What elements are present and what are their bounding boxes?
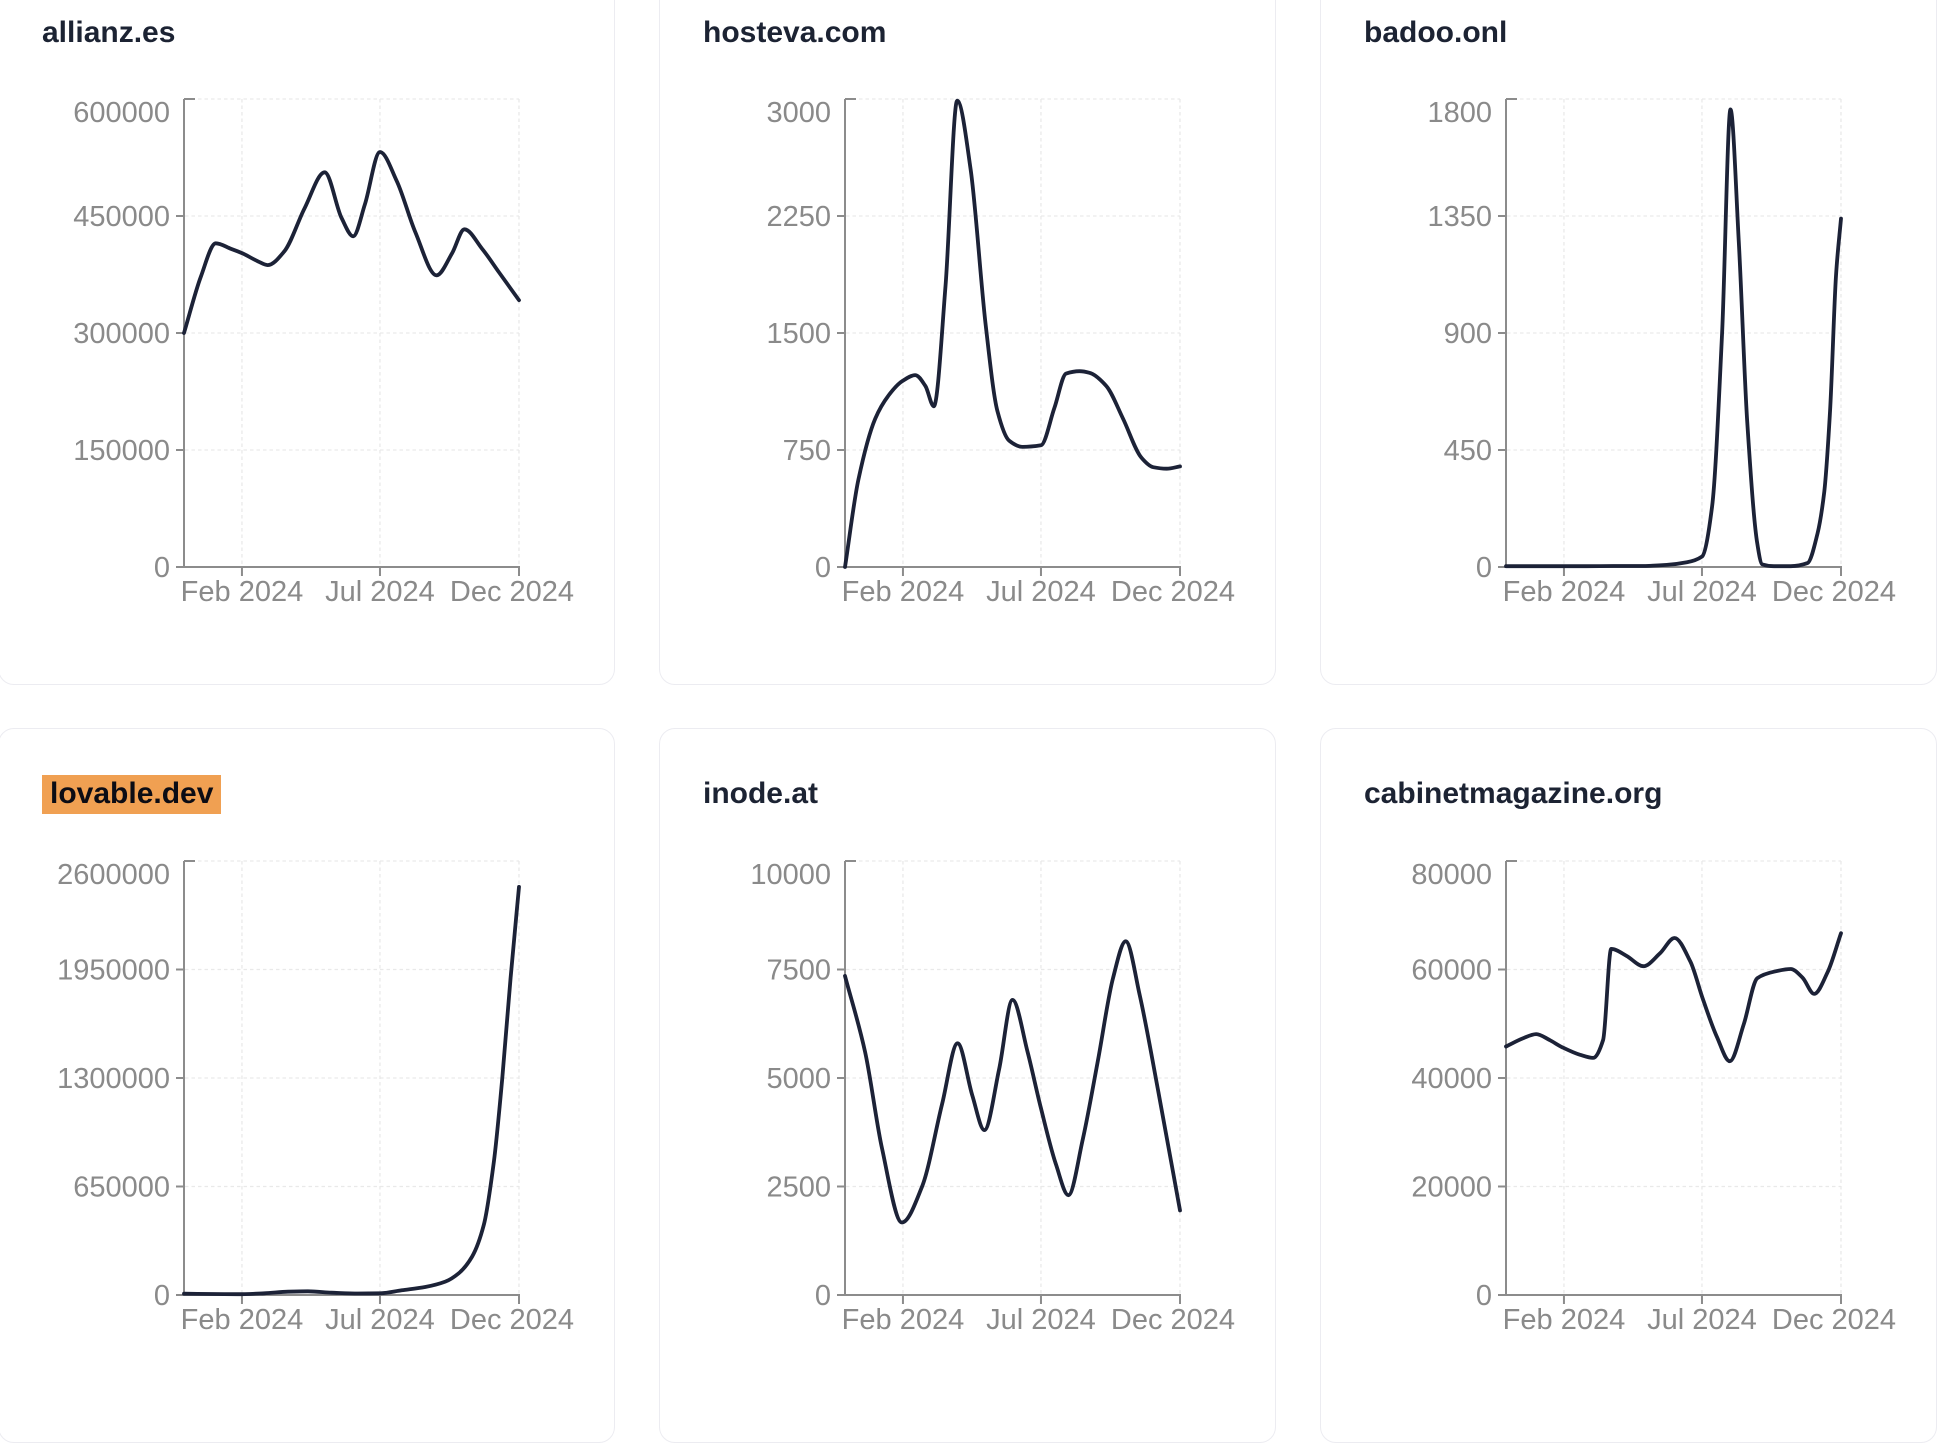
series-line [182,885,521,1297]
x-tick-label: Jul 2024 [325,576,435,608]
domain-title-text: hosteva.com [703,16,887,49]
domain-title: inode.at [703,776,818,812]
domain-title: allianz.es [42,15,175,51]
domain-title-text: cabinetmagazine.org [1364,777,1663,810]
y-tick-label: 2500 [766,1172,831,1204]
y-tick-label: 1800 [1427,97,1492,129]
y-tick-label: 1950000 [57,955,170,987]
x-tick-label: Dec 2024 [450,1304,574,1336]
x-tick-label: Dec 2024 [450,576,574,608]
x-tick-label: Jul 2024 [325,1304,435,1336]
x-tick-label: Dec 2024 [1772,1304,1896,1336]
x-tick-label: Dec 2024 [1111,576,1235,608]
x-tick-label: Feb 2024 [842,1304,965,1336]
domain-card[interactable]: lovable.dev 0 650000 1300000 1950000 2600000 F… [0,728,615,1443]
x-tick-label: Jul 2024 [1647,1304,1757,1336]
line-chart: 0 2500 5000 7500 10000 Feb 2024 Jul 2024 Dec 20… [750,859,1235,1336]
x-tick-label: Jul 2024 [986,576,1096,608]
line-chart: 0 650000 1300000 1950000 2600000 Feb 2024 Jul … [57,859,574,1336]
domain-card[interactable]: allianz.es 0 150000 300000 450000 600000 Feb 2… [0,0,615,685]
line-chart: 0 450 900 1350 1800 Feb 2024 Jul 2024 Dec 2024 [1427,97,1896,608]
y-tick-label: 900 [1444,318,1492,350]
y-tick-label: 2250 [766,201,831,233]
domain-card[interactable]: inode.at 0 2500 5000 7500 10000 Feb 2024 Jul 20… [659,728,1276,1443]
y-tick-label: 0 [815,552,831,584]
x-tick-label: Jul 2024 [1647,576,1757,608]
y-tick-label: 40000 [1411,1063,1492,1095]
y-tick-label: 7500 [766,955,831,987]
domain-title: hosteva.com [703,15,886,51]
y-tick-label: 1300000 [57,1063,170,1095]
y-tick-label: 1500 [766,318,831,350]
y-tick-label: 60000 [1411,955,1492,987]
y-tick-label: 650000 [73,1172,170,1204]
x-tick-label: Feb 2024 [1503,576,1626,608]
x-tick-label: Feb 2024 [181,576,304,608]
domain-card[interactable]: badoo.onl 0 450 900 1350 1800 Feb 2024 Jul 2024… [1320,0,1937,685]
y-tick-label: 3000 [766,97,831,129]
y-tick-label: 150000 [73,435,170,467]
domain-card[interactable]: cabinetmagazine.org 0 20000 40000 60000 80000… [1320,728,1937,1443]
y-tick-label: 20000 [1411,1172,1492,1204]
x-tick-label: Feb 2024 [1503,1304,1626,1336]
x-tick-label: Dec 2024 [1772,576,1896,608]
y-tick-label: 1350 [1427,201,1492,233]
y-tick-label: 0 [815,1280,831,1312]
y-tick-label: 450000 [73,201,170,233]
domain-title-text: badoo.onl [1364,16,1508,49]
y-tick-label: 80000 [1411,859,1492,891]
domain-title-text: inode.at [703,777,819,810]
x-tick-label: Dec 2024 [1111,1304,1235,1336]
y-tick-label: 5000 [766,1063,831,1095]
y-tick-label: 0 [154,552,170,584]
y-tick-label: 300000 [73,318,170,350]
y-tick-label: 10000 [750,859,831,891]
domain-title: cabinetmagazine.org [1364,776,1662,812]
x-tick-label: Feb 2024 [181,1304,304,1336]
series-line [843,939,1182,1225]
y-tick-label: 600000 [73,97,170,129]
y-tick-label: 450 [1444,435,1492,467]
y-tick-label: 0 [1476,1280,1492,1312]
line-chart: 0 750 1500 2250 3000 Feb 2024 Jul 2024 Dec 2024 [766,97,1235,608]
domain-title-text: allianz.es [42,16,176,49]
series-line [1504,107,1843,569]
series-line [1504,931,1843,1064]
domain-title: badoo.onl [1364,15,1507,51]
x-tick-label: Feb 2024 [842,576,965,608]
series-line [182,150,521,335]
y-tick-label: 750 [783,435,831,467]
y-tick-label: 2600000 [57,859,170,891]
line-chart: 0 20000 40000 60000 80000 Feb 2024 Jul 2024 Dec… [1411,859,1896,1336]
line-chart: 0 150000 300000 450000 600000 Feb 2024 Jul 202… [73,97,574,608]
domain-title: lovable.dev [42,775,222,814]
domain-card[interactable]: hosteva.com 0 750 1500 2250 3000 Feb 2024 Jul 2… [659,0,1276,685]
series-line [843,98,1182,569]
y-tick-label: 0 [1476,552,1492,584]
domain-title-text-highlighted: lovable.dev [42,775,222,814]
x-tick-label: Jul 2024 [986,1304,1096,1336]
y-tick-label: 0 [154,1280,170,1312]
